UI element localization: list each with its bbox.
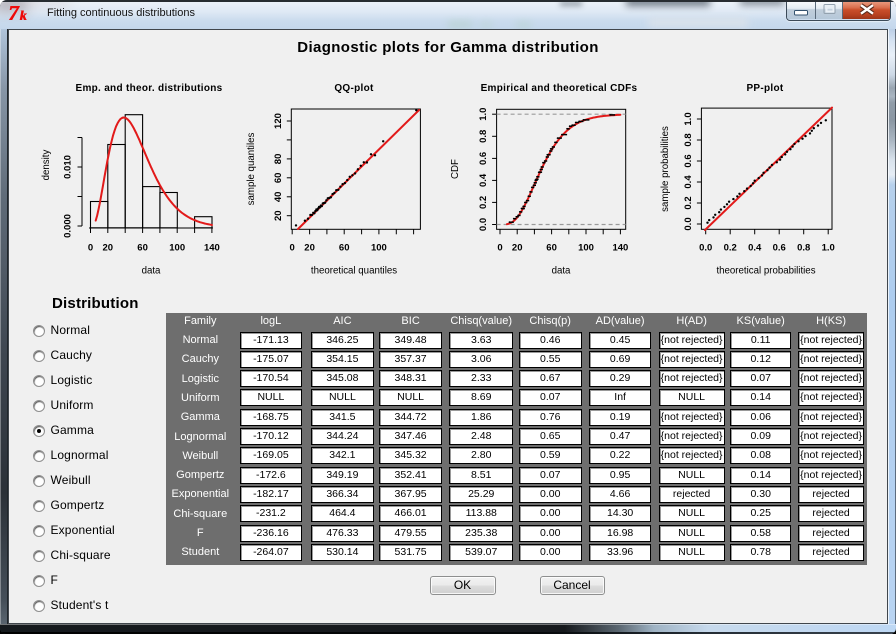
svg-text:0.4: 0.4 [683,175,694,189]
svg-text:0: 0 [290,243,295,254]
svg-text:0.8: 0.8 [797,243,810,254]
svg-text:0.2: 0.2 [724,243,737,254]
svg-text:20: 20 [304,243,315,254]
svg-text:1.0: 1.0 [822,243,835,254]
svg-text:QQ-plot: QQ-plot [334,83,374,94]
svg-text:1.0: 1.0 [478,108,489,121]
svg-text:0: 0 [88,243,93,254]
svg-text:data: data [552,266,571,277]
svg-text:0.2: 0.2 [478,196,489,209]
svg-text:60: 60 [546,243,557,254]
svg-text:100: 100 [169,243,185,254]
svg-text:0.4: 0.4 [748,243,762,254]
svg-text:Emp. and theor. distributions: Emp. and theor. distributions [75,83,222,94]
svg-text:0.010: 0.010 [63,155,74,179]
svg-text:theoretical probabilities: theoretical probabilities [716,266,815,277]
svg-text:0.4: 0.4 [478,173,489,187]
svg-text:140: 140 [204,243,220,254]
svg-text:60: 60 [339,243,350,254]
svg-text:0.6: 0.6 [478,152,489,165]
svg-text:density: density [41,150,52,181]
svg-text:PP-plot: PP-plot [746,83,783,94]
svg-text:0.0: 0.0 [478,218,489,231]
svg-text:0.8: 0.8 [683,133,694,146]
svg-text:Empirical and theoretical CDFs: Empirical and theoretical CDFs [481,83,638,94]
svg-text:theoretical quantiles: theoretical quantiles [311,266,397,277]
svg-text:CDF: CDF [450,159,461,179]
svg-text:0.2: 0.2 [683,196,694,209]
svg-text:sample probabilities: sample probabilities [660,126,671,212]
svg-text:100: 100 [578,243,594,254]
svg-text:0.8: 0.8 [478,130,489,143]
svg-text:sample quantiles: sample quantiles [246,132,257,205]
svg-text:0.6: 0.6 [683,154,694,167]
svg-text:80: 80 [273,154,284,165]
svg-text:0: 0 [497,243,502,254]
svg-text:1.0: 1.0 [683,112,694,125]
svg-text:0.0: 0.0 [699,243,712,254]
svg-text:0.000: 0.000 [63,214,74,238]
svg-text:100: 100 [371,243,387,254]
svg-text:20: 20 [103,243,114,254]
svg-text:0.0: 0.0 [683,217,694,230]
svg-text:120: 120 [273,113,284,129]
svg-text:60: 60 [273,173,284,184]
svg-text:0.6: 0.6 [773,243,786,254]
svg-text:20: 20 [273,210,284,221]
svg-text:60: 60 [137,243,148,254]
svg-text:140: 140 [612,243,628,254]
svg-text:data: data [142,266,161,277]
svg-text:20: 20 [512,243,523,254]
svg-text:40: 40 [273,192,284,203]
